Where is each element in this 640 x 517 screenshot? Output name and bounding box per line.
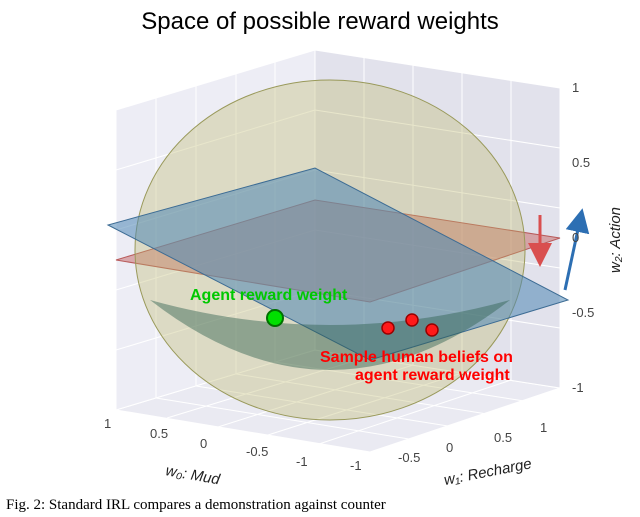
figure-container: Space of possible reward weights [0, 0, 640, 517]
label-agent-reward: Agent reward weight [190, 287, 348, 304]
svg-text:1: 1 [540, 420, 547, 435]
svg-text:0.5: 0.5 [150, 426, 168, 441]
svg-text:0: 0 [446, 440, 453, 455]
svg-text:0: 0 [572, 230, 579, 245]
z-ticks: 1 0.5 0 -0.5 -1 [572, 80, 594, 395]
svg-text:-0.5: -0.5 [398, 450, 420, 465]
svg-text:0.5: 0.5 [572, 155, 590, 170]
svg-text:-0.5: -0.5 [572, 305, 594, 320]
figure-title: Space of possible reward weights [0, 8, 640, 36]
y-axis-label: w₁: Recharge [443, 455, 534, 489]
svg-text:1: 1 [104, 416, 111, 431]
x-axis-label: w₀: Mud [164, 462, 221, 488]
svg-text:-0.5: -0.5 [246, 444, 268, 459]
svg-text:1: 1 [572, 80, 579, 95]
figure-caption: Fig. 2: Standard IRL compares a demonstr… [0, 497, 640, 514]
svg-text:0: 0 [200, 436, 207, 451]
svg-text:-1: -1 [572, 380, 584, 395]
plot-3d: Agent reward weight Sample human beliefs… [0, 0, 640, 497]
svg-text:-1: -1 [296, 454, 308, 469]
z-axis-label: w₂: Action [607, 207, 624, 273]
svg-text:-1: -1 [350, 458, 362, 473]
svg-text:0.5: 0.5 [494, 430, 512, 445]
point-agent-reward [267, 310, 283, 326]
